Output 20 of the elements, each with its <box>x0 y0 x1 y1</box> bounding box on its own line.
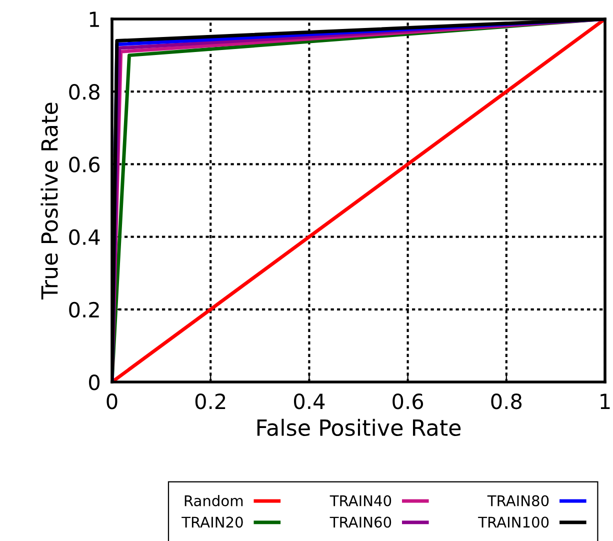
x-axis-title: False Positive Rate <box>257 418 461 436</box>
y-axis-title: True Positive Rate <box>40 102 58 300</box>
x-tick-label: 1 <box>600 394 610 409</box>
y-tick-label: 0.4 <box>69 229 100 246</box>
legend-label: TRAIN60 <box>330 516 392 528</box>
y-tick-label: 0.2 <box>69 302 99 318</box>
legend-label: TRAIN100 <box>478 516 549 528</box>
legend-label: TRAIN80 <box>487 495 549 506</box>
x-tick-label: 0.8 <box>491 393 522 410</box>
x-tick-label: 0.6 <box>392 393 424 410</box>
y-tick-label: 0 <box>89 374 100 390</box>
legend-label: TRAIN20 <box>182 516 243 528</box>
legend-label: TRAIN40 <box>330 495 392 506</box>
legend-label: Random <box>184 494 243 506</box>
y-tick-label: 1 <box>90 12 99 27</box>
x-tick-label: 0.2 <box>195 393 226 410</box>
x-tick-label: 0.4 <box>294 393 325 410</box>
y-tick-label: 0.6 <box>69 156 100 172</box>
x-tick-label: 0 <box>106 393 118 410</box>
y-tick-label: 0.8 <box>69 84 100 100</box>
